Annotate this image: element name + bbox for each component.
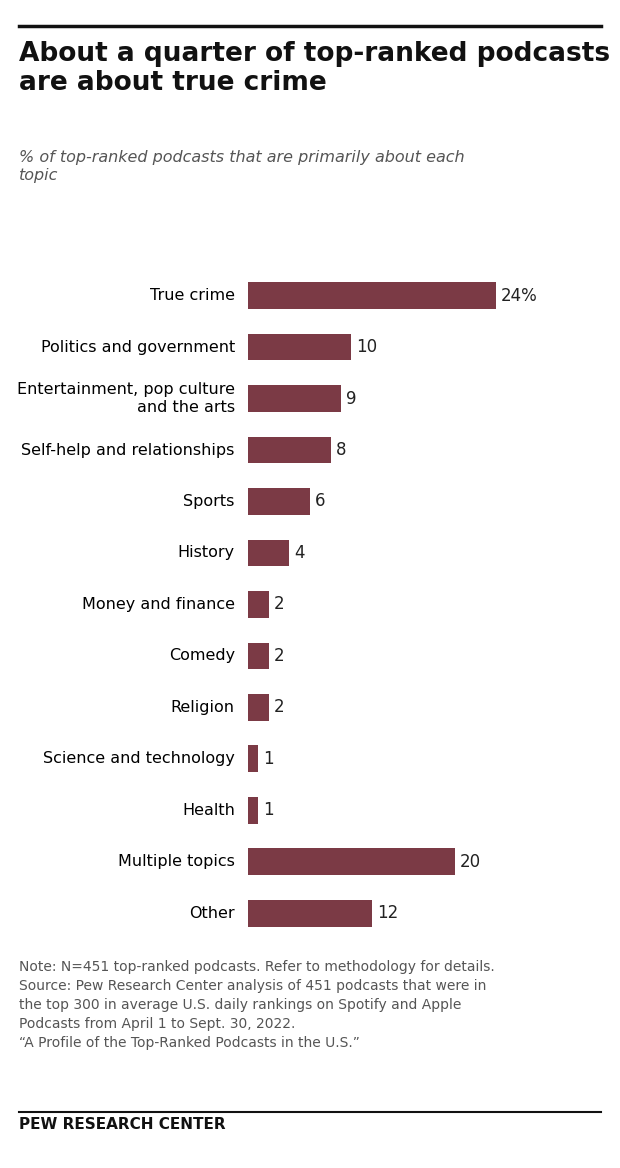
Bar bbox=[248, 385, 341, 412]
Text: 6: 6 bbox=[315, 493, 326, 510]
Text: 10: 10 bbox=[356, 338, 378, 356]
Bar bbox=[248, 745, 259, 772]
Bar bbox=[248, 642, 268, 669]
Bar bbox=[248, 797, 259, 823]
Text: Note: N=451 top-ranked podcasts. Refer to methodology for details.
Source: Pew R: Note: N=451 top-ranked podcasts. Refer t… bbox=[19, 960, 494, 1050]
Bar bbox=[248, 437, 330, 464]
Bar bbox=[248, 591, 268, 618]
Text: 20: 20 bbox=[460, 853, 481, 871]
Bar bbox=[248, 334, 352, 361]
Text: About a quarter of top-ranked podcasts
are about true crime: About a quarter of top-ranked podcasts a… bbox=[19, 41, 609, 96]
Bar bbox=[248, 540, 290, 566]
Text: 2: 2 bbox=[274, 698, 285, 716]
Text: 24%: 24% bbox=[501, 286, 538, 305]
Text: 4: 4 bbox=[294, 544, 305, 562]
Bar bbox=[248, 694, 268, 721]
Text: % of top-ranked podcasts that are primarily about each
topic: % of top-ranked podcasts that are primar… bbox=[19, 150, 464, 183]
Text: 2: 2 bbox=[274, 647, 285, 665]
Text: 1: 1 bbox=[264, 750, 274, 767]
Bar bbox=[248, 848, 454, 875]
Text: PEW RESEARCH CENTER: PEW RESEARCH CENTER bbox=[19, 1117, 225, 1132]
Bar bbox=[248, 283, 496, 310]
Text: 8: 8 bbox=[336, 442, 347, 459]
Bar bbox=[248, 899, 372, 926]
Text: 9: 9 bbox=[346, 389, 356, 408]
Text: 1: 1 bbox=[264, 801, 274, 820]
Bar bbox=[248, 488, 310, 515]
Text: 12: 12 bbox=[377, 904, 399, 923]
Text: 2: 2 bbox=[274, 596, 285, 613]
